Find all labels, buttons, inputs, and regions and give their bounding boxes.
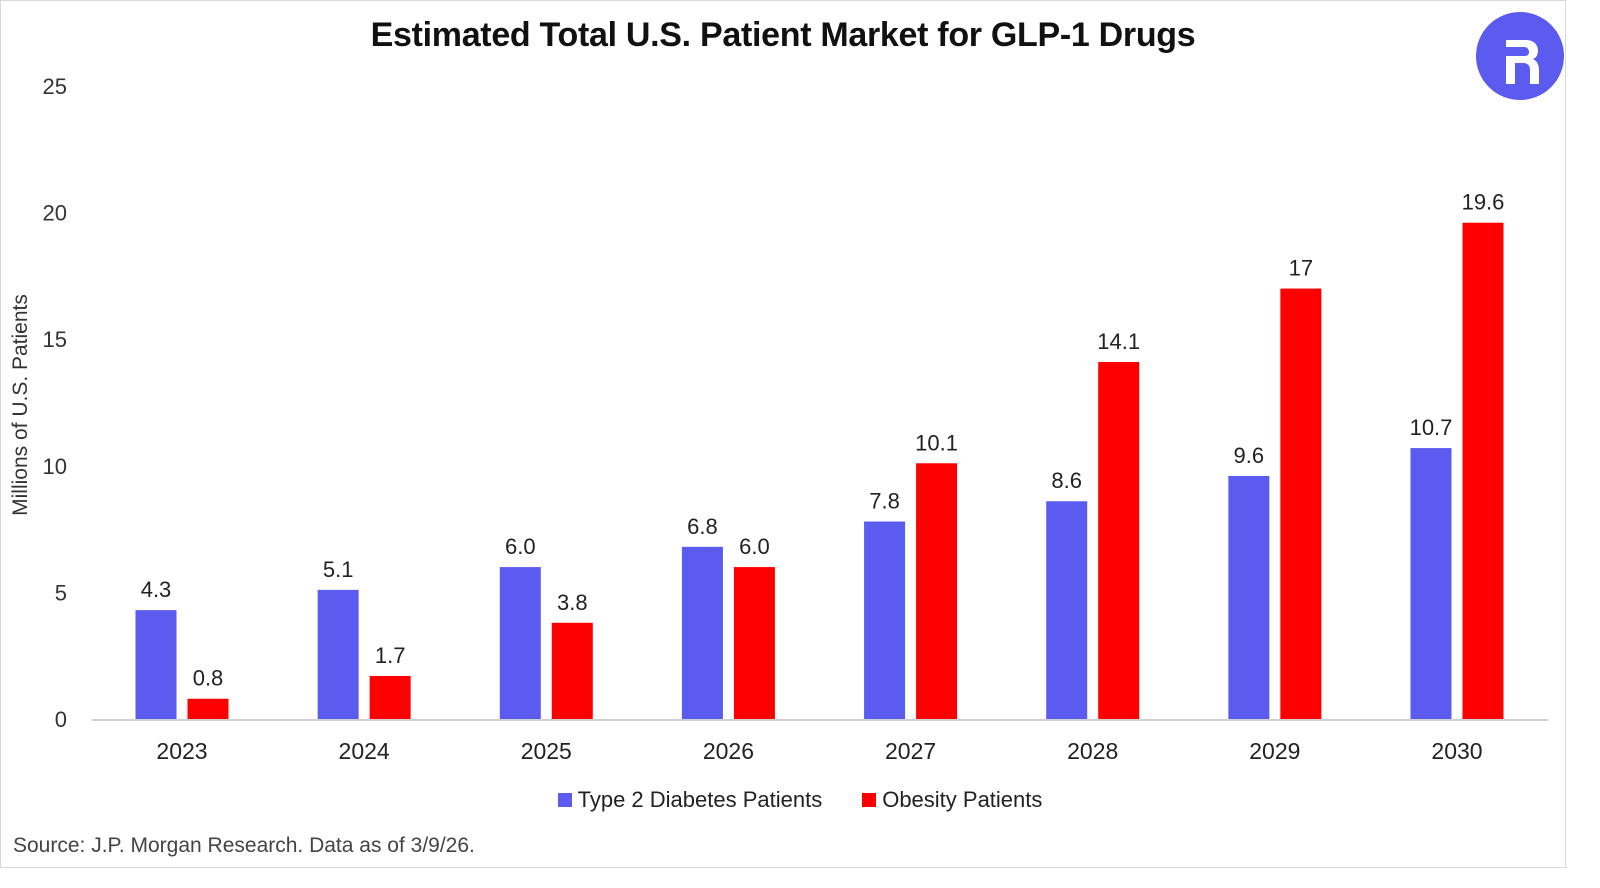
legend-item-obesity[interactable]: Obesity Patients [862,787,1042,813]
data-label: 10.7 [1410,415,1453,440]
y-tick-label: 10 [43,454,67,479]
bar-obesity-2028[interactable] [1098,361,1140,719]
brand-logo [1476,12,1564,100]
legend-swatch-red [862,793,877,807]
x-tick-label: 2023 [156,738,207,764]
bar-type2-diabetes-2027[interactable] [864,521,906,719]
x-tick-label: 2024 [339,738,390,764]
y-tick-label: 20 [43,201,67,226]
x-tick-label: 2030 [1431,738,1482,764]
data-label: 4.3 [141,577,172,602]
bar-type2-diabetes-2025[interactable] [499,567,541,719]
data-label: 1.7 [375,643,406,668]
brand-logo-r-icon [1506,40,1539,84]
x-tick-label: 2027 [885,738,936,764]
y-tick-label: 15 [43,327,67,352]
x-tick-label: 2029 [1249,738,1300,764]
x-tick-label: 2025 [521,738,572,764]
y-tick-label: 5 [55,580,67,605]
x-tick-label: 2026 [703,738,754,764]
y-axis-label: Millions of U.S. Patients [9,294,32,516]
source-note: Source: J.P. Morgan Research. Data as of… [13,834,475,857]
bar-obesity-2024[interactable] [369,675,411,719]
data-label: 0.8 [193,666,224,691]
data-label: 6.0 [505,534,536,559]
bar-obesity-2030[interactable] [1462,222,1504,719]
y-tick-label: 25 [43,74,67,99]
data-label: 5.1 [323,557,354,582]
y-axis: 0 5 10 15 20 25 [43,74,67,732]
y-tick-label: 0 [55,707,67,732]
x-axis: 2023 2024 2025 2026 2027 2028 2029 2030 [156,738,1482,764]
bar-obesity-2027[interactable] [916,463,958,719]
bar-type2-diabetes-2029[interactable] [1228,475,1270,719]
bar-type2-diabetes-2026[interactable] [681,546,723,719]
legend: Type 2 Diabetes Patients Obesity Patient… [0,787,1600,813]
bar-type2-diabetes-2028[interactable] [1046,501,1088,719]
bars [135,222,1504,719]
data-label: 7.8 [869,489,900,514]
data-label: 17 [1289,256,1313,281]
bar-obesity-2023[interactable] [187,698,229,719]
legend-label: Obesity Patients [882,787,1043,812]
bar-type2-diabetes-2030[interactable] [1410,448,1452,719]
legend-label: Type 2 Diabetes Patients [577,787,823,812]
x-tick-label: 2028 [1067,738,1118,764]
data-label: 10.1 [915,430,958,455]
data-label: 6.0 [739,534,770,559]
bar-obesity-2026[interactable] [733,567,775,719]
data-label: 3.8 [557,590,588,615]
data-label: 19.6 [1462,190,1505,215]
bar-type2-diabetes-2023[interactable] [135,610,177,719]
legend-swatch-blue [557,793,572,807]
legend-item-type2-diabetes[interactable]: Type 2 Diabetes Patients [557,787,823,813]
bar-obesity-2025[interactable] [551,622,593,719]
data-label: 6.8 [687,514,718,539]
data-label: 8.6 [1051,468,1082,493]
data-labels: 4.3 5.1 6.0 6.8 7.8 8.6 9.6 10.7 0.8 1.7 3.8 6.0 10.… [141,190,1505,691]
bar-obesity-2029[interactable] [1280,288,1322,719]
data-label: 14.1 [1097,329,1140,354]
data-label: 9.6 [1234,443,1265,468]
bar-type2-diabetes-2024[interactable] [317,589,359,719]
chart-title: Estimated Total U.S. Patient Market for … [370,16,1196,54]
